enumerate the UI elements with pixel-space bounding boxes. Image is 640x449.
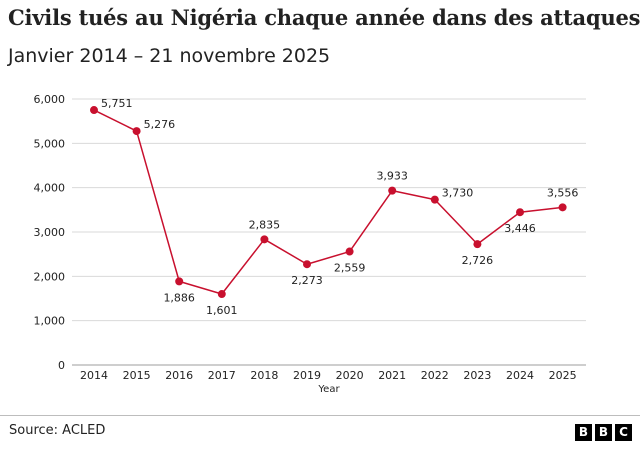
data-point bbox=[430, 195, 439, 204]
chart-title: Civils tués au Nigéria chaque année dans… bbox=[8, 5, 640, 30]
data-label: 2,726 bbox=[462, 254, 494, 267]
logo-letter: B bbox=[575, 424, 592, 441]
data-label: 2,835 bbox=[249, 218, 281, 231]
data-point bbox=[175, 277, 184, 286]
x-tick-label: 2022 bbox=[421, 369, 449, 382]
x-axis-ticks: 2014 2015 2016 2017 2018 2019 2020 2021 2022 2023… bbox=[80, 369, 577, 382]
source-note: Source: ACLED bbox=[9, 423, 106, 438]
bbc-logo: B B C bbox=[575, 424, 632, 441]
data-point bbox=[303, 260, 311, 269]
x-tick-label: 2024 bbox=[506, 369, 534, 382]
data-point bbox=[516, 208, 524, 217]
data-label: 3,730 bbox=[442, 187, 474, 200]
data-point bbox=[90, 106, 98, 115]
data-point bbox=[345, 247, 354, 256]
data-label: 3,446 bbox=[504, 222, 536, 235]
y-axis-ticks: 0 1,000 2,000 3,000 4,000 5,000 6,000 bbox=[34, 93, 66, 372]
data-label: 5,276 bbox=[144, 118, 176, 131]
series-line bbox=[93, 109, 563, 295]
x-tick-label: 2019 bbox=[293, 369, 321, 382]
y-tick-label: 4,000 bbox=[34, 182, 66, 195]
y-tick-label: 6,000 bbox=[34, 93, 66, 106]
data-point bbox=[473, 240, 482, 249]
data-label: 1,601 bbox=[206, 304, 238, 317]
logo-letter: B bbox=[595, 424, 612, 441]
data-point bbox=[132, 127, 141, 136]
footer-divider bbox=[0, 415, 640, 416]
x-tick-label: 2020 bbox=[336, 369, 364, 382]
y-tick-label: 1,000 bbox=[34, 315, 66, 328]
x-tick-label: 2017 bbox=[208, 369, 236, 382]
x-tick-label: 2016 bbox=[165, 369, 193, 382]
y-tick-label: 0 bbox=[58, 359, 65, 372]
data-point bbox=[217, 290, 226, 299]
data-label: 2,273 bbox=[291, 274, 323, 287]
data-label: 3,556 bbox=[547, 186, 579, 199]
y-tick-label: 2,000 bbox=[34, 270, 66, 283]
x-tick-label: 2014 bbox=[80, 369, 108, 382]
series-line-group bbox=[93, 109, 563, 295]
data-labels: 5,751 5,276 1,886 1,601 2,835 2,273 2,559 3,933… bbox=[101, 97, 578, 317]
data-point bbox=[558, 203, 567, 212]
x-tick-label: 2015 bbox=[123, 369, 151, 382]
x-tick-label: 2021 bbox=[378, 369, 406, 382]
logo-letter: C bbox=[615, 424, 632, 441]
y-tick-label: 3,000 bbox=[34, 226, 66, 239]
gridlines bbox=[72, 98, 586, 366]
x-tick-label: 2023 bbox=[463, 369, 491, 382]
data-points bbox=[90, 106, 567, 299]
x-axis-label: Year bbox=[317, 384, 340, 395]
data-label: 3,933 bbox=[376, 170, 408, 183]
data-point bbox=[388, 186, 397, 195]
line-chart: 0 1,000 2,000 3,000 4,000 5,000 6,000 2014 2015… bbox=[34, 93, 586, 395]
data-label: 2,559 bbox=[334, 262, 366, 275]
x-tick-label: 2018 bbox=[250, 369, 278, 382]
data-label: 5,751 bbox=[101, 97, 133, 110]
y-tick-label: 5,000 bbox=[34, 137, 66, 150]
chart-subtitle: Janvier 2014 – 21 novembre 2025 bbox=[8, 45, 331, 67]
data-label: 1,886 bbox=[163, 291, 195, 304]
data-point bbox=[260, 235, 269, 244]
x-tick-label: 2025 bbox=[549, 369, 577, 382]
